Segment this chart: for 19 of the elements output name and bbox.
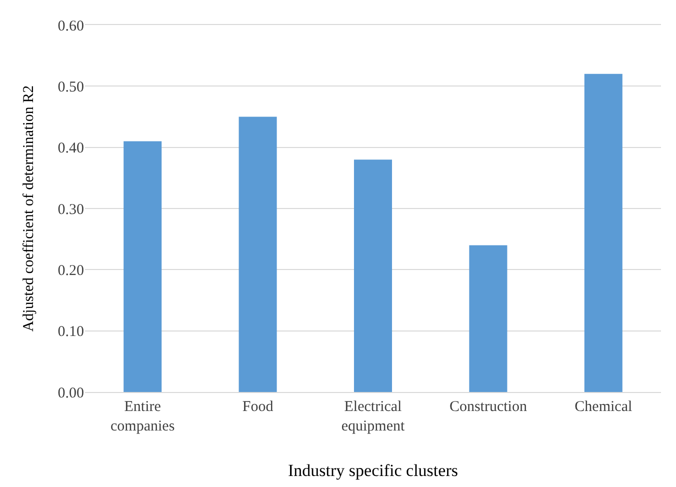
x-tick-label: Entire companies <box>110 399 175 434</box>
y-axis-title: Adjusted coefficient of determination R2 <box>21 85 37 332</box>
bar <box>354 160 392 392</box>
bar <box>124 141 162 392</box>
x-tick-label: Food <box>242 399 274 415</box>
y-tick-label: 0.20 <box>58 262 84 279</box>
bar <box>238 116 277 392</box>
y-tick-label: 0.30 <box>58 202 84 218</box>
bar <box>469 245 508 392</box>
y-tick-label: 0.00 <box>58 385 84 402</box>
y-tick-label: 0.60 <box>58 18 84 34</box>
y-tick-label: 0.10 <box>58 324 84 340</box>
y-tick-label: 0.40 <box>58 140 84 157</box>
y-tick-label: 0.50 <box>58 79 84 96</box>
x-tick-label: Electrical equipment <box>341 399 406 434</box>
x-tick-label: Chemical <box>574 399 632 415</box>
x-axis-title: Industry specific clusters <box>288 460 458 480</box>
bar <box>584 74 622 392</box>
x-tick-label: Construction <box>449 399 528 415</box>
